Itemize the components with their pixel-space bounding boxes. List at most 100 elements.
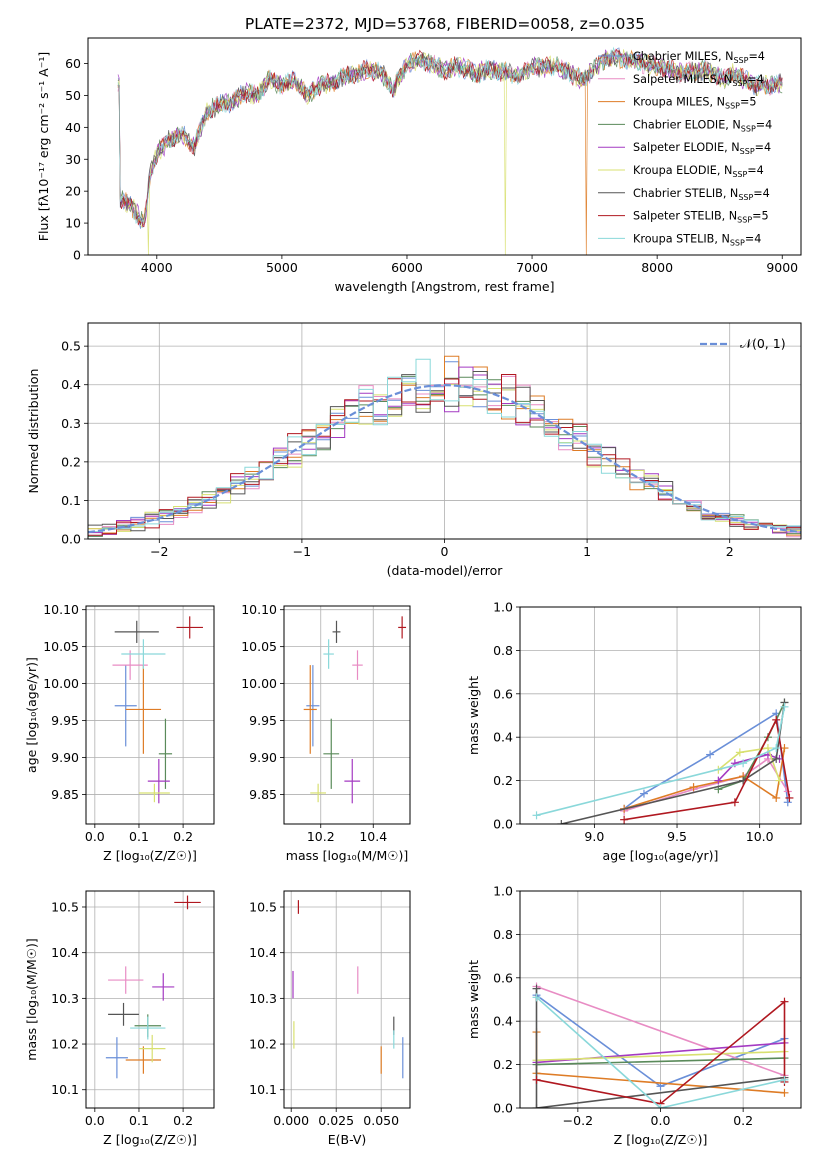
plot-area <box>88 355 801 538</box>
x-tick-label: −0.2 <box>563 1113 593 1128</box>
legend-subscript: SSP <box>740 147 755 156</box>
y-tick-label: 10.1 <box>249 1082 277 1097</box>
legend-value: =4 <box>756 118 773 131</box>
x-tick-label: 0.0 <box>85 829 105 844</box>
y-tick-label: 9.85 <box>51 787 79 802</box>
x-tick-label: 0.0 <box>651 1113 671 1128</box>
y-tick-label: 10.5 <box>51 899 79 914</box>
y-tick-label: 9.90 <box>249 750 277 765</box>
legend-label: Chabrier ELODIE, NSSP=4 <box>633 118 772 133</box>
y-tick-label: 10.4 <box>51 945 79 960</box>
x-tick-label: 4000 <box>141 260 173 275</box>
weight-line <box>535 996 785 1108</box>
legend-value: =5 <box>740 96 757 109</box>
weight-line <box>536 1000 786 1105</box>
x-tick-label: 10.4 <box>359 829 387 844</box>
legend-label: Chabrier STELIB, NSSP=4 <box>633 187 770 202</box>
plot-area <box>303 616 407 804</box>
y-tick-label: 10.10 <box>43 602 79 617</box>
y-tick-label: 20 <box>65 184 81 199</box>
legend-label: Salpeter STELIB, NSSP=5 <box>633 210 769 225</box>
y-axis-label: Flux [fλ10⁻¹⁷ erg cm⁻² s⁻¹ A⁻¹] <box>36 52 51 241</box>
legend-subscript: SSP <box>737 216 752 225</box>
x-tick-label: 0.2 <box>173 1113 193 1128</box>
y-tick-label: 0.2 <box>61 454 81 469</box>
legend-value: =4 <box>755 141 772 154</box>
legend-value: =4 <box>748 50 765 63</box>
y-tick-label: 0.2 <box>493 1057 513 1072</box>
y-tick-label: 10.05 <box>241 639 277 654</box>
y-tick-label: 9.95 <box>51 713 79 728</box>
weight-line <box>536 706 786 817</box>
y-tick-label: 10.3 <box>249 991 277 1006</box>
legend-label: Kroupa MILES, NSSP=5 <box>633 96 756 111</box>
weight-line <box>623 717 791 821</box>
plot-area <box>532 698 794 824</box>
y-tick-label: 1.0 <box>493 884 513 899</box>
x-axis-label: mass [log₁₀(M/M☉)] <box>286 848 408 863</box>
y-tick-label: 0.8 <box>493 643 513 658</box>
y-tick-label: 9.95 <box>249 713 277 728</box>
y-axis-label: Normed distribution <box>26 369 41 494</box>
weight-line <box>536 1057 785 1066</box>
x-tick-label: 0.1 <box>129 829 149 844</box>
axes-frame <box>85 890 215 1109</box>
y-axis-label: mass weight <box>466 676 481 755</box>
y-tick-label: 0.8 <box>493 927 513 942</box>
chart-age-vs-Z: 0.0 0.1 0.2 9.85 9.90 9.95 10.00 10.05 10.10 Z [l… <box>24 602 215 863</box>
x-tick-label: 0.000 <box>273 1113 309 1128</box>
y-tick-label: 10.3 <box>51 991 79 1006</box>
y-tick-label: 10.2 <box>249 1037 277 1052</box>
y-tick-label: 10.4 <box>249 945 277 960</box>
axes-frame <box>87 322 802 540</box>
y-tick-label: 9.90 <box>51 750 79 765</box>
legend-label: Chabrier MILES, NSSP=4 <box>633 50 765 65</box>
plot-area <box>117 46 783 255</box>
axes-frame <box>519 606 802 825</box>
plot-area <box>532 982 789 1108</box>
y-tick-label: 0.0 <box>493 1101 513 1116</box>
legend-label: 𝒩(0, 1) <box>740 336 786 351</box>
legend-value: =4 <box>747 73 764 86</box>
y-tick-label: 10.05 <box>43 639 79 654</box>
chart-age-vs-mass: 10.2 10.4 9.85 9.90 9.95 10.00 10.05 10.10 mass … <box>241 602 411 863</box>
x-tick-label: 0.050 <box>363 1113 399 1128</box>
x-axis-label: Z [log₁₀(Z/Z☉)] <box>103 1132 197 1147</box>
axes-frame <box>85 605 215 825</box>
x-tick-label: 0.0 <box>85 1113 105 1128</box>
y-tick-label: 9.85 <box>249 787 277 802</box>
y-tick-label: 10.2 <box>51 1037 79 1052</box>
chart-weight-vs-age: 9.0 9.5 10.0 0.0 0.2 0.4 0.6 0.8 1.0 age [log₁₀(a… <box>466 600 802 863</box>
legend-value: =5 <box>752 210 769 223</box>
y-tick-label: 60 <box>65 56 81 71</box>
weight-line <box>717 747 781 781</box>
legend-value: =4 <box>747 164 764 177</box>
x-axis-label: E(B-V) <box>328 1132 367 1147</box>
y-tick-label: 10 <box>65 216 81 231</box>
y-tick-label: 0.1 <box>61 493 81 508</box>
x-tick-label: 9.5 <box>667 829 687 844</box>
plot-area <box>112 616 203 804</box>
x-axis-label: Z [log₁₀(Z/Z☉)] <box>614 1132 708 1147</box>
x-tick-label: −1 <box>293 544 311 559</box>
x-tick-label: 6000 <box>391 260 423 275</box>
x-axis-label: age [log₁₀(age/yr)] <box>603 848 719 863</box>
x-tick-label: 9.0 <box>584 829 604 844</box>
x-tick-label: 8000 <box>641 260 673 275</box>
weight-line <box>535 988 785 1108</box>
y-tick-label: 0.0 <box>493 817 513 832</box>
y-tick-label: 0.6 <box>493 686 513 701</box>
y-tick-label: 0.4 <box>493 1014 513 1029</box>
x-tick-label: 10.2 <box>307 829 335 844</box>
plot-area <box>105 895 201 1079</box>
x-axis-label: (data-model)/error <box>387 563 504 578</box>
y-tick-label: 1.0 <box>493 600 513 615</box>
legend-subscript: SSP <box>733 56 748 65</box>
y-tick-label: 0.2 <box>493 773 513 788</box>
axes-frame <box>283 605 411 825</box>
y-tick-label: 0.4 <box>61 377 81 392</box>
chart-mass-vs-Z: 0.0 0.1 0.2 10.1 10.2 10.3 10.4 10.5 Z [log₁₀(Z/… <box>24 890 215 1147</box>
legend-subscript: SSP <box>732 79 747 88</box>
y-tick-label: 0.3 <box>61 416 81 431</box>
